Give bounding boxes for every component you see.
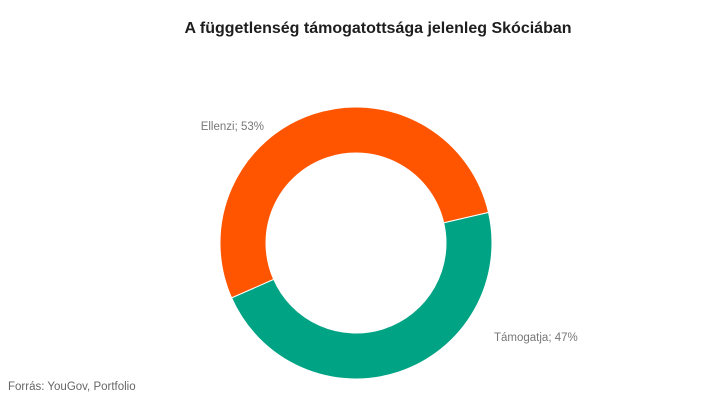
slice-labels: Ellenzi; 53% Támogatja; 47% (201, 121, 578, 344)
slice-label-támogatja: Támogatja; 47% (494, 332, 578, 344)
donut-slices (219, 106, 493, 380)
slice-támogatja (230, 211, 493, 380)
source-note: Forrás: YouGov, Portfolio (8, 381, 136, 393)
slice-label-ellenzi: Ellenzi; 53% (201, 121, 264, 133)
chart-title: A függetlenség támogatottsága jelenleg S… (184, 20, 572, 37)
slice-ellenzi (219, 106, 490, 299)
